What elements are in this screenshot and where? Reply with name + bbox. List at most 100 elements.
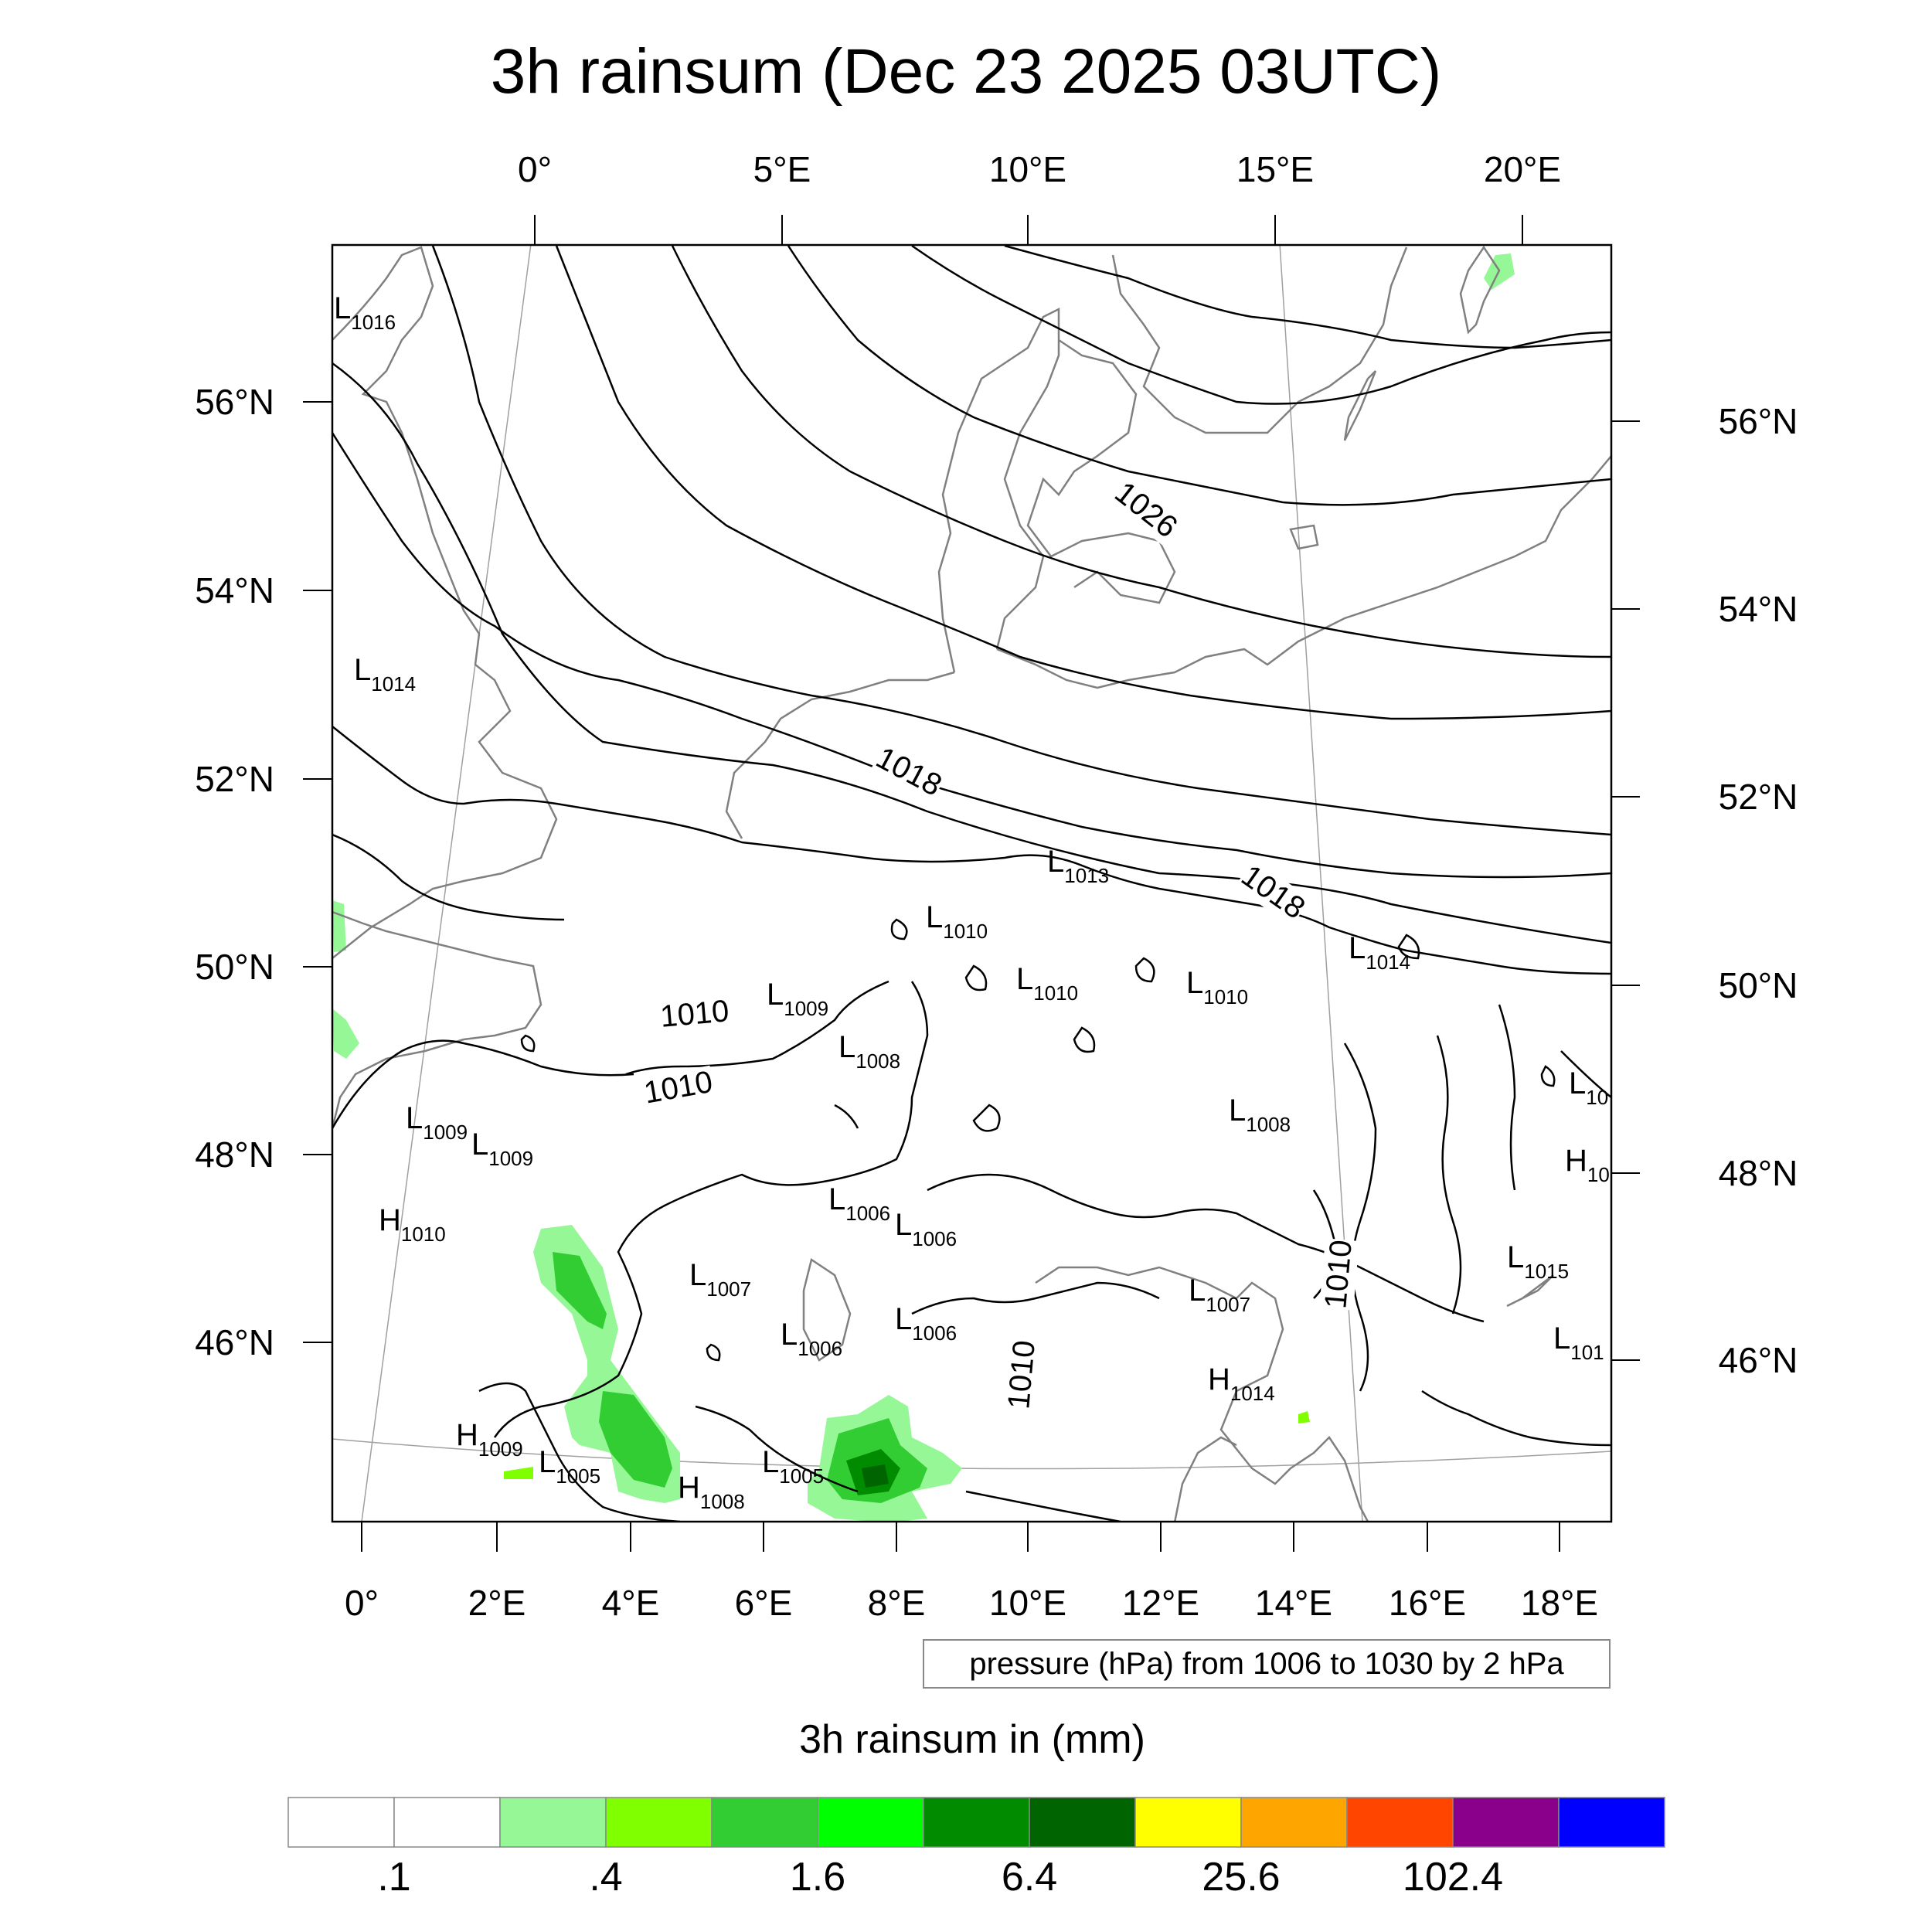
top-lon-label: 10°E — [989, 149, 1066, 189]
map-title: 3h rainsum (Dec 23 2025 03UTC) — [491, 36, 1442, 107]
right-lat-label: 48°N — [1719, 1153, 1798, 1193]
isobar-label: 1010 — [1318, 1239, 1359, 1310]
pressure-center: L1006 — [895, 1208, 957, 1250]
pressure-center-type: H — [1565, 1144, 1587, 1178]
pressure-center: L1014 — [1349, 931, 1410, 974]
pressure-center-value: 1006 — [912, 1227, 957, 1250]
pressure-center-value: 1008 — [700, 1490, 745, 1513]
colorbar-label: 102.4 — [1403, 1855, 1503, 1900]
pressure-center-value: 10 — [1587, 1163, 1610, 1186]
pressure-center: L1013 — [1047, 845, 1109, 887]
pressure-center: L1007 — [689, 1258, 751, 1301]
pressure-center-value: 1007 — [706, 1277, 751, 1301]
colorbar-title: 3h rainsum in (mm) — [799, 1717, 1145, 1762]
pressure-center-type: L — [895, 1208, 912, 1242]
left-lat-label: 48°N — [195, 1134, 274, 1175]
pressure-center-type: L — [689, 1258, 706, 1292]
right-lat-label: 56°N — [1719, 401, 1798, 441]
colorbar-label: 25.6 — [1202, 1855, 1280, 1900]
pressure-center-value: 1006 — [845, 1202, 890, 1225]
pressure-center-value: 1014 — [1230, 1382, 1275, 1405]
right-lat-label: 54°N — [1719, 589, 1798, 629]
pressure-center-type: L — [334, 291, 351, 325]
pressure-center-value: 1013 — [1064, 864, 1109, 887]
colorbar-swatch — [711, 1797, 818, 1848]
rain-region-very-heavy — [862, 1464, 889, 1488]
pressure-center: L1006 — [781, 1318, 842, 1360]
pressure-center: L1006 — [895, 1302, 957, 1345]
pressure-center-value: 1008 — [855, 1049, 900, 1073]
colorbar-swatch — [817, 1797, 924, 1848]
pressure-center: L1010 — [1016, 962, 1078, 1005]
pressure-center-type: H — [1208, 1362, 1230, 1396]
pressure-center-type: L — [1189, 1274, 1206, 1308]
pressure-center: L1009 — [767, 978, 828, 1020]
colorbar-swatch — [605, 1797, 713, 1848]
pressure-center-value: 1008 — [1246, 1113, 1291, 1136]
top-lon-label: 15°E — [1236, 149, 1314, 189]
isobar-label: 1010 — [659, 994, 730, 1034]
pressure-center: L1005 — [762, 1445, 824, 1488]
rain-region-light — [504, 1467, 533, 1479]
pressure-center-value: 1009 — [478, 1437, 523, 1461]
pressure-note-box — [923, 1639, 1611, 1689]
pressure-center-type: H — [678, 1471, 700, 1505]
isobars — [332, 245, 1611, 1522]
isobar-label-bg — [1107, 475, 1184, 546]
pressure-center-value: 10 — [1586, 1086, 1608, 1109]
pressure-center-type: L — [354, 653, 371, 687]
right-lat-label: 52°N — [1719, 777, 1798, 817]
colorbar-swatch — [287, 1797, 395, 1848]
pressure-center: L1010 — [926, 900, 988, 943]
pressure-center-value: 1015 — [1524, 1260, 1569, 1283]
pressure-center: H1009 — [456, 1418, 523, 1461]
pressure-center: L1014 — [354, 653, 416, 696]
pressure-center: L1015 — [1507, 1240, 1569, 1283]
right-latitude-labels: 56°N 54°N 52°N 50°N 48°N 46°N — [1719, 401, 1798, 1380]
pressure-center-type: H — [379, 1203, 401, 1237]
colorbar-swatch — [1452, 1797, 1560, 1848]
pressure-center: L1016 — [334, 291, 396, 334]
pressure-center-value: 1014 — [371, 672, 416, 696]
colorbar-swatch — [499, 1797, 607, 1848]
top-lon-label: 5°E — [753, 149, 811, 189]
top-longitude-labels: 0° 5°E 10°E 15°E 20°E — [518, 149, 1561, 189]
pressure-center-type: L — [926, 900, 943, 934]
pressure-center-type: L — [1507, 1240, 1524, 1274]
top-lon-label: 20°E — [1484, 149, 1561, 189]
pressure-center-type: L — [1569, 1066, 1586, 1100]
pressure-center-value: 1010 — [1203, 985, 1248, 1009]
pressure-center-type: L — [1047, 845, 1064, 879]
pressure-center-value: 1006 — [798, 1337, 842, 1360]
rain-region-moderate — [553, 1252, 607, 1329]
isobar-label-bg — [641, 1065, 716, 1111]
right-lat-label: 50°N — [1719, 965, 1798, 1005]
pressure-note: pressure (hPa) from 1006 to 1030 by 2 hP… — [969, 1647, 1564, 1681]
top-lon-label: 0° — [518, 149, 552, 189]
bottom-lon-label: 2°E — [468, 1583, 526, 1623]
colorbar-swatch — [923, 1797, 1030, 1848]
left-lat-label: 54°N — [195, 570, 274, 611]
colorbar-swatch — [393, 1797, 501, 1848]
pressure-center-value: 1010 — [1033, 981, 1078, 1005]
pressure-center-type: L — [762, 1445, 779, 1479]
pressure-center-type: L — [838, 1030, 855, 1064]
colorbar-swatch — [1134, 1797, 1242, 1848]
isobar-label-bg — [869, 740, 947, 804]
pressure-center-type: L — [1016, 962, 1033, 996]
pressure-center-value: 1010 — [401, 1223, 446, 1246]
pressure-center: L10 — [1569, 1066, 1608, 1109]
isobar-label-bg — [658, 995, 731, 1035]
pressure-center-value: 1005 — [556, 1464, 600, 1488]
pressure-center-type: L — [1553, 1321, 1570, 1355]
left-lat-label: 52°N — [195, 759, 274, 799]
isobar-label-bg — [1234, 859, 1311, 927]
pressure-center-type: L — [781, 1318, 798, 1352]
pressure-center: L1010 — [1186, 966, 1248, 1009]
isobar-label: 1018 — [870, 740, 947, 803]
pressure-center-value: 1005 — [779, 1464, 824, 1488]
pressure-center-value: 1010 — [943, 920, 988, 943]
